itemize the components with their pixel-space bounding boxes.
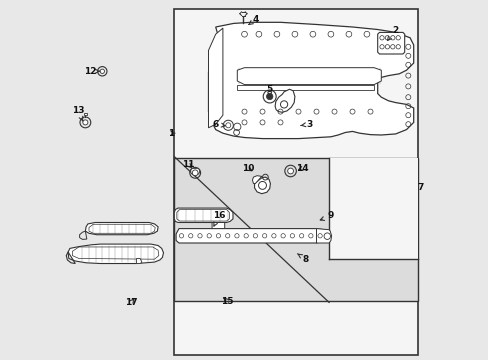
Text: 5: 5 <box>266 85 272 96</box>
Circle shape <box>192 170 198 176</box>
Polygon shape <box>208 22 413 139</box>
Text: 12: 12 <box>84 67 100 76</box>
Polygon shape <box>136 258 142 264</box>
Polygon shape <box>252 176 261 184</box>
Circle shape <box>100 69 104 73</box>
Text: 1: 1 <box>167 129 175 138</box>
Circle shape <box>225 123 230 128</box>
Polygon shape <box>174 208 232 222</box>
Bar <box>328 158 418 259</box>
Polygon shape <box>316 229 331 243</box>
Polygon shape <box>208 28 223 128</box>
Text: 11: 11 <box>182 161 195 169</box>
Text: 10: 10 <box>242 164 254 173</box>
Bar <box>174 158 418 301</box>
Text: 9: 9 <box>320 211 333 220</box>
Text: 16: 16 <box>213 211 225 226</box>
Polygon shape <box>377 32 404 54</box>
Polygon shape <box>68 244 163 264</box>
Circle shape <box>287 168 293 174</box>
Circle shape <box>82 120 88 125</box>
Text: 4: 4 <box>248 15 258 24</box>
Bar <box>174 9 418 355</box>
Text: 6: 6 <box>212 120 225 129</box>
Polygon shape <box>237 85 373 90</box>
Polygon shape <box>84 113 87 115</box>
Polygon shape <box>275 89 294 112</box>
Text: 15: 15 <box>221 297 233 306</box>
Text: 17: 17 <box>124 298 137 307</box>
Text: 13: 13 <box>72 107 84 121</box>
Circle shape <box>266 93 272 100</box>
Polygon shape <box>237 68 381 85</box>
Polygon shape <box>254 177 270 194</box>
Text: 14: 14 <box>295 164 308 173</box>
Polygon shape <box>212 222 224 234</box>
Polygon shape <box>176 229 328 243</box>
Polygon shape <box>85 222 158 235</box>
Text: 8: 8 <box>297 254 308 264</box>
Text: 7: 7 <box>417 183 423 192</box>
Text: 3: 3 <box>300 120 312 129</box>
Polygon shape <box>190 168 199 174</box>
Text: 2: 2 <box>386 26 398 40</box>
